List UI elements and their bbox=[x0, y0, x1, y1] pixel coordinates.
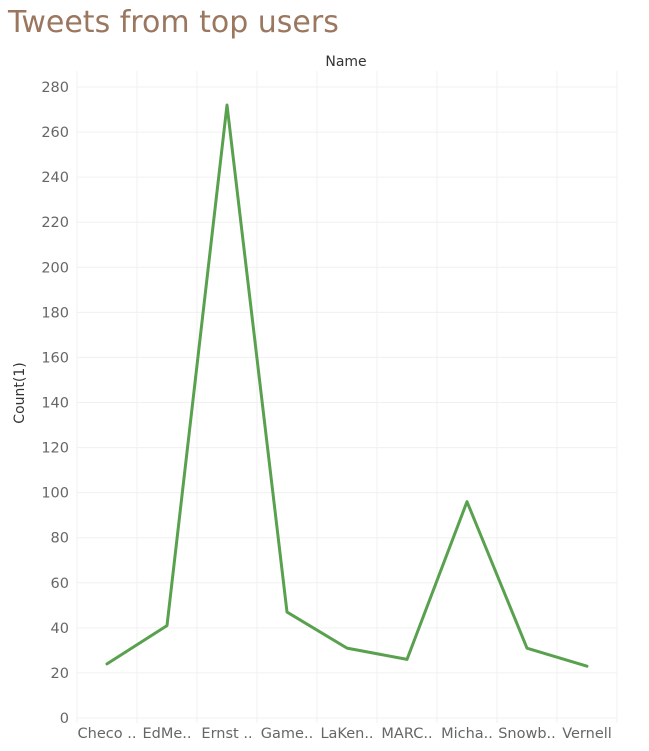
chart-title: Tweets from top users bbox=[8, 5, 339, 40]
x-tick-label: Vernell bbox=[562, 726, 612, 742]
y-tick-label: 60 bbox=[51, 576, 69, 592]
y-tick-label: 40 bbox=[51, 621, 69, 637]
y-tick-label: 160 bbox=[41, 350, 69, 366]
y-ticks: 0 20 40 60 80 100 120 140 160 180 200 220 240 260 280 bbox=[41, 80, 69, 727]
y-tick-label: 240 bbox=[41, 170, 69, 186]
x-tick-label: Checo .. bbox=[78, 726, 137, 742]
y-tick-label: 200 bbox=[41, 260, 69, 276]
y-tick-label: 120 bbox=[41, 441, 69, 457]
y-tick-label: 80 bbox=[51, 531, 69, 547]
series-lines bbox=[105, 103, 589, 668]
x-tick-label: Micha.. bbox=[441, 726, 493, 742]
y-axis-label: Count(1) bbox=[12, 362, 28, 423]
x-tick-label: LaKen.. bbox=[320, 726, 373, 742]
x-header-label: Name bbox=[325, 54, 366, 70]
x-tick-label: EdMe.. bbox=[142, 726, 191, 742]
gridlines bbox=[76, 71, 618, 723]
series-line-0 bbox=[105, 103, 589, 668]
x-tick-label: Snowb.. bbox=[498, 726, 556, 742]
y-tick-label: 20 bbox=[51, 666, 69, 682]
y-tick-label: 180 bbox=[41, 305, 69, 321]
x-tick-label: Ernst .. bbox=[201, 726, 252, 742]
y-tick-label: 0 bbox=[60, 711, 69, 727]
x-tick-label: Game.. bbox=[261, 726, 313, 742]
y-tick-label: 220 bbox=[41, 215, 69, 231]
x-ticks: Checo .. EdMe.. Ernst .. Game.. LaKen.. MARC.… bbox=[78, 726, 612, 742]
y-tick-label: 100 bbox=[41, 486, 69, 502]
x-tick-label: MARC.. bbox=[381, 726, 432, 742]
y-tick-label: 140 bbox=[41, 396, 69, 412]
y-tick-label: 280 bbox=[41, 80, 69, 96]
y-tick-label: 260 bbox=[41, 125, 69, 141]
